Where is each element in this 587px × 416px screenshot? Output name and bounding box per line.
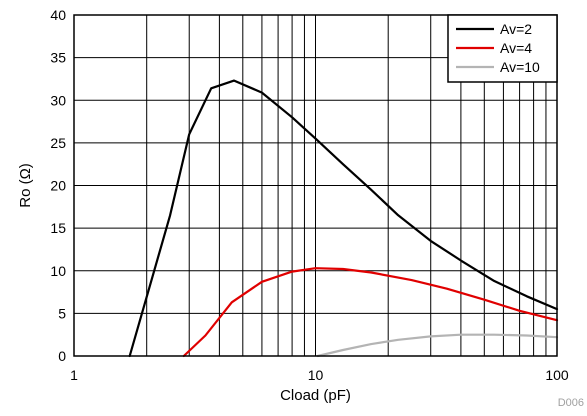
x-tick-label: 10 — [308, 367, 324, 383]
y-tick-label: 15 — [50, 220, 66, 236]
y-tick-label: 0 — [58, 348, 66, 364]
y-tick-label: 35 — [50, 50, 66, 66]
y-tick-label: 40 — [50, 7, 66, 23]
tick-labels: 0 5 10 15 20 25 30 35 40 1 10 100 — [50, 7, 568, 383]
y-axis-title: Ro (Ω) — [17, 163, 34, 208]
series-lines — [128, 79, 559, 358]
legend: Av=2 Av=4 Av=10 — [447, 14, 558, 83]
x-tick-label: 1 — [70, 367, 78, 383]
legend-label-2: Av=4 — [500, 40, 532, 56]
series-line-2 — [182, 267, 559, 358]
x-axis-title: Cload (pF) — [280, 387, 351, 404]
x-tick-label: 100 — [545, 367, 569, 383]
y-tick-label: 5 — [58, 305, 66, 321]
series-line-3 — [316, 333, 559, 358]
y-tick-label: 10 — [50, 263, 66, 279]
figure-id-label: D006 — [558, 397, 584, 409]
y-tick-label: 25 — [50, 135, 66, 151]
legend-label-1: Av=2 — [500, 21, 532, 37]
y-tick-label: 20 — [50, 178, 66, 194]
legend-label-3: Av=10 — [500, 59, 540, 75]
plot-frame — [73, 14, 558, 357]
y-tick-label: 30 — [50, 92, 66, 108]
series-line-1 — [128, 79, 559, 358]
